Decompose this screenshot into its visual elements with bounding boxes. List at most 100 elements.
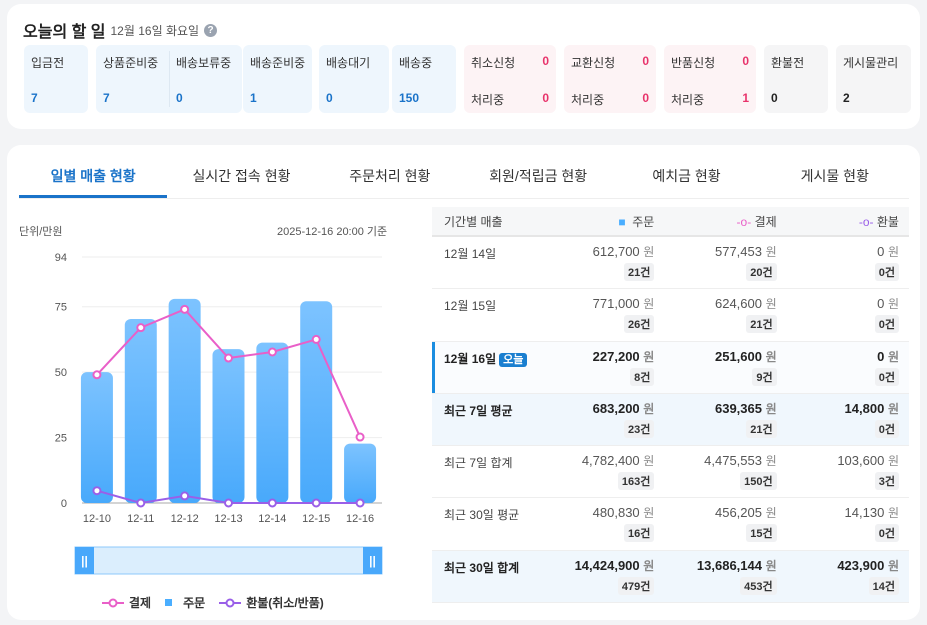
legend-refund[interactable]: 환불(취소/반품) [219, 594, 324, 611]
header-refund: -o- 환불 [787, 213, 909, 230]
todo-header: 오늘의 할 일 12월 16일 화요일 ? [23, 18, 218, 42]
todo-label: 교환신청 [571, 56, 616, 70]
todo-count[interactable]: 0 [542, 54, 549, 68]
todo-item[interactable]: 입금전 7 [24, 45, 88, 113]
currency: 원 [765, 245, 777, 259]
bar-order [80, 372, 113, 503]
todo-label: 게시물관리 [843, 56, 899, 70]
todo-label: 배송보류중 [176, 56, 232, 70]
order-cell: 227,200 원 8건 [542, 342, 664, 393]
tab-item[interactable]: 일별 매출 현황 [19, 155, 168, 198]
tab-item[interactable]: 회원/적립금 현황 [489, 168, 588, 184]
order-cell: 4,782,400 원 163건 [542, 446, 664, 497]
tab-item[interactable]: 실시간 접속 현황 [192, 168, 291, 184]
todo-title: 오늘의 할 일 [23, 24, 106, 41]
tab-item[interactable]: 예치금 현황 [652, 168, 721, 184]
table-row: 12월 14일 612,700 원 21건 577,453 원 20건 0 원 0건 [432, 237, 909, 290]
currency: 원 [643, 506, 655, 521]
x-tick-label: 12-16 [346, 513, 374, 525]
todo-item[interactable]: 배송대기 0 [319, 45, 389, 113]
amount: 251,600 [714, 348, 762, 364]
count-badge: 14건 [868, 576, 899, 595]
todo-item[interactable]: 배송중 150 [392, 45, 456, 113]
grip-icon: || [369, 554, 376, 568]
count-badge: 26건 [623, 315, 655, 334]
amount: 13,686,144 [696, 557, 762, 573]
todo-count[interactable]: 7 [31, 91, 38, 105]
todo-sub-count[interactable]: 0 [542, 91, 549, 105]
todo-count[interactable]: 0 [771, 91, 778, 105]
count-badge: 21건 [623, 263, 655, 281]
todo-count[interactable]: 0 [326, 91, 333, 105]
y-tick-label: 25 [55, 433, 67, 445]
dashboard-panel: 일별 매출 현황 실시간 접속 현황 주문처리 현황 회원/적립금 현황 예치금 현황 게… [7, 145, 920, 620]
todo-item[interactable]: 상품준비중 7 배송보류중 0 [96, 45, 242, 113]
count-badge: 15건 [746, 524, 777, 543]
currency: 원 [887, 401, 899, 416]
tab-item[interactable]: 주문처리 현황 [349, 168, 431, 184]
point-2 [136, 498, 146, 508]
sales-chart: 0 25 50 75 94 12-10 12-11 12-12 12-13 12-14 12-15 1… [55, 252, 383, 575]
todo-panel: 오늘의 할 일 12월 16일 화요일 ? 입금전 7 상품준비중 7 배송보류중 0 배송… [7, 4, 920, 129]
count-badge: 3건 [874, 472, 899, 491]
range-handle[interactable] [75, 547, 94, 574]
order-cell: 683,200 원 23건 [542, 394, 664, 445]
count-badge: 9건 [752, 367, 777, 386]
todo-sub-label: 처리중 [571, 93, 605, 107]
count-badge: 20건 [746, 263, 777, 281]
todo-item[interactable]: 게시물관리 2 [836, 45, 911, 113]
legend-payment[interactable]: 결제 [102, 594, 151, 611]
table-row: 최근 7일 합계 4,782,400 원 163건 4,475,553 원 150건 10… [432, 446, 909, 499]
amount: 14,800 [844, 400, 885, 416]
todo-item[interactable]: 취소신청 0 처리중 0 [464, 45, 556, 113]
todo-label: 취소신청 [471, 56, 516, 70]
bar-order [124, 319, 157, 503]
amount: 771,000 [592, 296, 640, 312]
tab-item[interactable]: 게시물 현황 [800, 168, 869, 184]
legend-order[interactable]: 주문 [165, 594, 205, 611]
amount: 639,365 [714, 400, 762, 416]
period-label: 12월 16일 오늘 [432, 342, 542, 393]
period-text: 최근 7일 평균 [444, 403, 513, 418]
order-cell: 612,700 원 21건 [542, 237, 664, 288]
currency: 원 [887, 349, 899, 364]
period-label: 최근 7일 평균 [432, 394, 542, 445]
help-icon[interactable]: ? [204, 23, 218, 37]
todo-count[interactable]: 0 [742, 54, 749, 68]
todo-sub-count[interactable]: 1 [742, 91, 749, 105]
period-text: 최근 30일 합계 [444, 560, 520, 575]
x-tick-label: 12-10 [83, 513, 111, 525]
amount: 0 [877, 348, 885, 364]
todo-count[interactable]: 0 [176, 91, 183, 105]
x-tick-label: 12-11 [127, 513, 154, 525]
todo-item[interactable]: 환불전 0 [764, 45, 828, 113]
point-1 [224, 353, 233, 363]
todo-count[interactable]: 2 [843, 91, 850, 105]
count-badge: 0건 [874, 263, 899, 281]
todo-sub-count[interactable]: 0 [642, 91, 649, 105]
todo-count[interactable]: 0 [642, 54, 649, 68]
todo-item[interactable]: 배송준비중 1 [243, 45, 312, 113]
todo-item[interactable]: 교환신청 0 처리중 0 [564, 45, 656, 113]
todo-item[interactable]: 반품신청 0 처리중 1 [664, 45, 756, 113]
point-2 [311, 498, 321, 508]
currency: 원 [887, 454, 899, 469]
table-row: 최근 7일 평균 683,200 원 23건 639,365 원 21건 14,800 원… [432, 393, 909, 447]
amount: 577,453 [714, 244, 762, 259]
todo-label: 입금전 [31, 56, 65, 70]
point-2 [355, 498, 365, 508]
todo-sub-label: 처리중 [471, 93, 505, 107]
pay-cell: 13,686,144 원 453건 [664, 551, 786, 602]
bar-order [300, 301, 333, 503]
todo-count[interactable]: 1 [250, 91, 257, 105]
currency: 원 [887, 558, 899, 573]
point-1 [180, 304, 190, 314]
header-label: 결제 [754, 214, 777, 229]
todo-count[interactable]: 150 [399, 91, 420, 105]
pay-cell: 577,453 원 20건 [664, 237, 786, 288]
currency: 원 [643, 454, 655, 469]
range-handle[interactable] [363, 547, 382, 574]
todo-label: 배송준비중 [250, 56, 306, 70]
point-2 [224, 498, 233, 508]
todo-count[interactable]: 7 [103, 91, 110, 105]
